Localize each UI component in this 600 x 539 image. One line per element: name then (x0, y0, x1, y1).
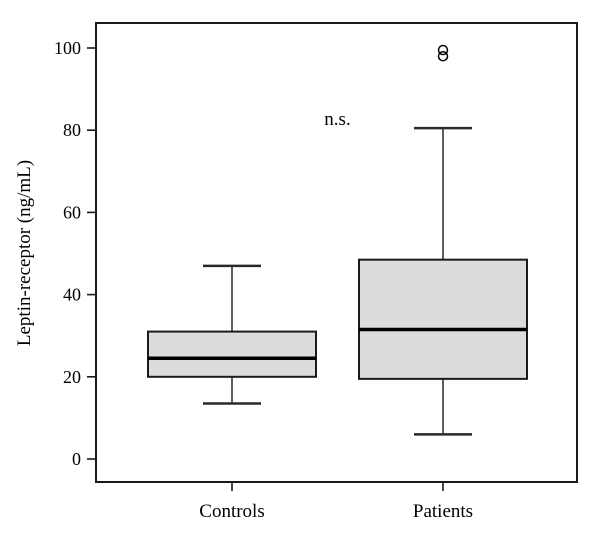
box-group-controls (147, 264, 317, 405)
y-tick-label: 80 (63, 120, 81, 140)
y-axis-title: Leptin-receptor (ng/mL) (14, 160, 35, 346)
y-tick-label: 20 (63, 367, 81, 387)
outlier-point (437, 50, 449, 62)
x-category-label: Controls (199, 501, 264, 522)
y-tick-label: 100 (54, 38, 81, 58)
y-tick-label: 40 (63, 285, 81, 305)
iqr-box (147, 330, 317, 378)
iqr-box (358, 258, 528, 380)
plot-frame (95, 22, 578, 483)
x-category-label: Patients (413, 501, 473, 522)
significance-annotation: n.s. (324, 109, 350, 130)
outlier-point (437, 44, 449, 56)
box-group-patients (358, 44, 528, 436)
y-tick-label: 60 (63, 202, 81, 222)
y-tick-label: 0 (72, 449, 81, 469)
